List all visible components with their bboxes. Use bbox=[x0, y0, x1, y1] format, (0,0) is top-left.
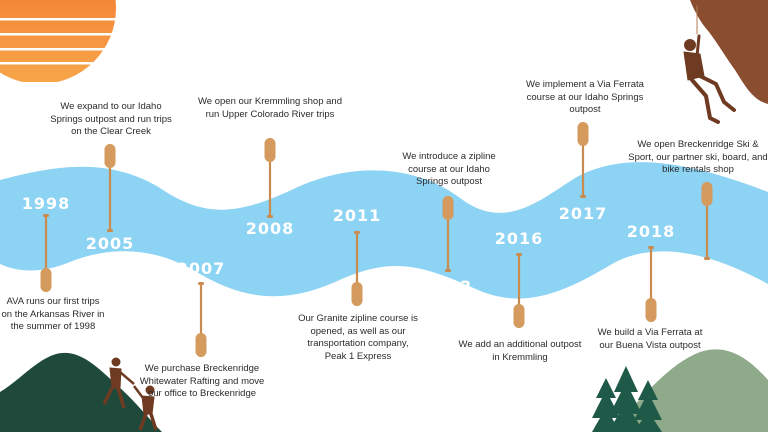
paddle-grip bbox=[43, 214, 49, 217]
paddle-icon bbox=[645, 246, 657, 322]
paddle-icon bbox=[701, 182, 713, 260]
year-label: 2008 bbox=[246, 219, 295, 238]
year-label: 2007 bbox=[177, 259, 226, 278]
paddle-blade bbox=[351, 282, 363, 306]
paddle-icon bbox=[577, 122, 589, 198]
year-labels: 1998 2005 2007 2008 2011 2012 2016 2017 2018 2020 bbox=[22, 194, 732, 296]
paddle-grip bbox=[445, 269, 451, 272]
event-description: AVA runs our first trips on the Arkansas… bbox=[1, 296, 105, 332]
year-label: 2018 bbox=[627, 222, 676, 241]
year-label: 2012 bbox=[424, 277, 473, 296]
event-description: We implement a Via Ferrata course at our… bbox=[526, 79, 644, 115]
event-description: We expand to our Idaho Springs outpost a… bbox=[50, 101, 172, 137]
paddle-icon bbox=[513, 253, 525, 328]
event-description: We add an additional outpost in Kremmlin… bbox=[458, 339, 582, 363]
paddle-markers bbox=[40, 122, 713, 357]
paddle-icon bbox=[40, 214, 52, 292]
paddle-grip bbox=[648, 246, 654, 249]
year-label: 2017 bbox=[559, 204, 608, 223]
paddle-icon bbox=[351, 231, 363, 306]
paddle-icon bbox=[264, 138, 276, 218]
event-description: We open Breckenridge Ski & Sport, our pa… bbox=[628, 139, 768, 175]
paddle-blade bbox=[104, 144, 116, 168]
event-description: We open our Kremmling shop and run Upper… bbox=[198, 96, 342, 120]
paddle-blade bbox=[513, 304, 525, 328]
sun-decoration bbox=[0, 0, 130, 82]
paddle-icon bbox=[442, 196, 454, 272]
event-description: We introduce a zipline course at our Ida… bbox=[402, 151, 496, 187]
event-description: Our Granite zipline course is opened, as… bbox=[298, 313, 418, 362]
paddle-icon bbox=[104, 144, 116, 232]
paddle-grip bbox=[198, 282, 204, 285]
year-label: 2016 bbox=[495, 229, 544, 248]
year-label: 1998 bbox=[22, 194, 71, 213]
paddle-grip bbox=[580, 195, 586, 198]
paddle-grip bbox=[354, 231, 360, 234]
event-description: We build a Via Ferrata at our Buena Vist… bbox=[597, 327, 703, 351]
paddle-blade bbox=[264, 138, 276, 162]
year-label: 2020 bbox=[683, 263, 732, 282]
year-label: 2005 bbox=[86, 234, 135, 253]
paddle-grip bbox=[267, 215, 273, 218]
river-timeline bbox=[0, 162, 768, 299]
paddle-icon bbox=[195, 282, 207, 357]
paddle-blade bbox=[442, 196, 454, 220]
paddle-blade bbox=[701, 182, 713, 206]
paddle-blade bbox=[195, 333, 207, 357]
paddle-grip bbox=[516, 253, 522, 256]
paddle-blade bbox=[577, 122, 589, 146]
year-label: 2011 bbox=[333, 206, 382, 225]
paddle-blade bbox=[645, 298, 657, 322]
mountain-left-decoration bbox=[0, 352, 162, 432]
mountain-right-decoration bbox=[592, 349, 768, 432]
paddle-blade bbox=[40, 268, 52, 292]
paddle-grip bbox=[704, 257, 710, 260]
rock-climber-decoration bbox=[683, 0, 768, 124]
paddle-grip bbox=[107, 229, 113, 232]
event-description: We purchase Breckenridge Whitewater Raft… bbox=[139, 363, 265, 399]
